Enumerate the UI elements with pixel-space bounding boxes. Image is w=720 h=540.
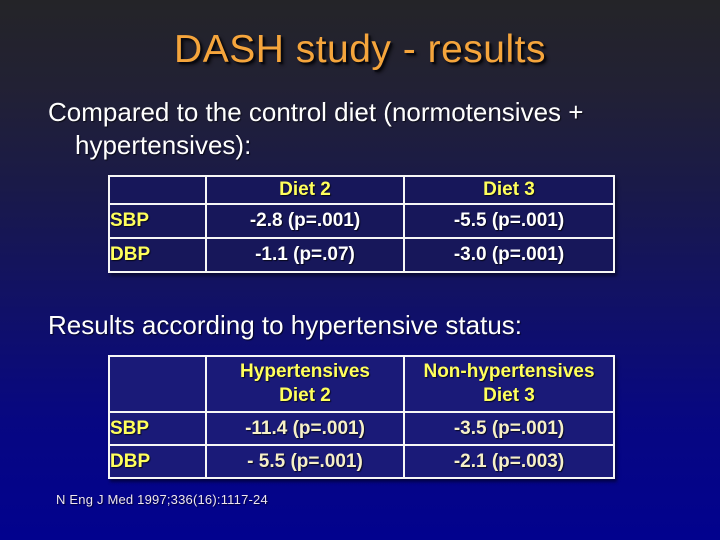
table2-header-nonhypertensives-diet3: Non-hypertensives Diet 3 (403, 355, 615, 413)
table2-sbp-hypertensives-value: -11.4 (p=.001) (205, 411, 405, 446)
hypertensive-status-table: Hypertensives Diet 2 Non-hypertensives D… (108, 355, 615, 479)
table-row: DBP -1.1 (p=.07) -3.0 (p=.001) (108, 237, 615, 273)
table-row: SBP -11.4 (p=.001) -3.5 (p=.001) (108, 411, 615, 446)
table1-sbp-diet2-value: -2.8 (p=.001) (205, 203, 405, 239)
table1-header-diet3: Diet 3 (403, 175, 615, 205)
slide-title: DASH study - results (174, 28, 546, 71)
table1-label-sbp: SBP (108, 203, 207, 239)
table1-sbp-diet3-value: -5.5 (p=.001) (403, 203, 615, 239)
table-header-row: Hypertensives Diet 2 Non-hypertensives D… (108, 355, 615, 413)
table2-label-dbp: DBP (108, 444, 207, 479)
table2-dbp-nonhypertensives-value: -2.1 (p=.003) (403, 444, 615, 479)
table-header-row: Diet 2 Diet 3 (108, 175, 615, 205)
table1-corner-cell (108, 175, 207, 205)
table1-header-diet2: Diet 2 (205, 175, 405, 205)
intro-line-1: Compared to the control diet (normotensi… (48, 97, 584, 127)
intro-line-2: hypertensives): (75, 130, 252, 160)
table-row: SBP -2.8 (p=.001) -5.5 (p=.001) (108, 203, 615, 239)
citation-text: N Eng J Med 1997;336(16):1117-24 (56, 492, 268, 507)
intro-paragraph: Compared to the control diet (normotensi… (48, 96, 583, 162)
table2-label-sbp: SBP (108, 411, 207, 446)
table2-sbp-nonhypertensives-value: -3.5 (p=.001) (403, 411, 615, 446)
table2-dbp-hypertensives-value: - 5.5 (p=.001) (205, 444, 405, 479)
diet-comparison-table: Diet 2 Diet 3 SBP -2.8 (p=.001) -5.5 (p=… (108, 175, 615, 273)
table2-header-hypertensives-diet2: Hypertensives Diet 2 (205, 355, 405, 413)
table1-dbp-diet3-value: -3.0 (p=.001) (403, 237, 615, 273)
table2-corner-cell (108, 355, 207, 413)
table-row: DBP - 5.5 (p=.001) -2.1 (p=.003) (108, 444, 615, 479)
table1-dbp-diet2-value: -1.1 (p=.07) (205, 237, 405, 273)
table1-label-dbp: DBP (108, 237, 207, 273)
section-heading: Results according to hypertensive status… (48, 310, 523, 340)
